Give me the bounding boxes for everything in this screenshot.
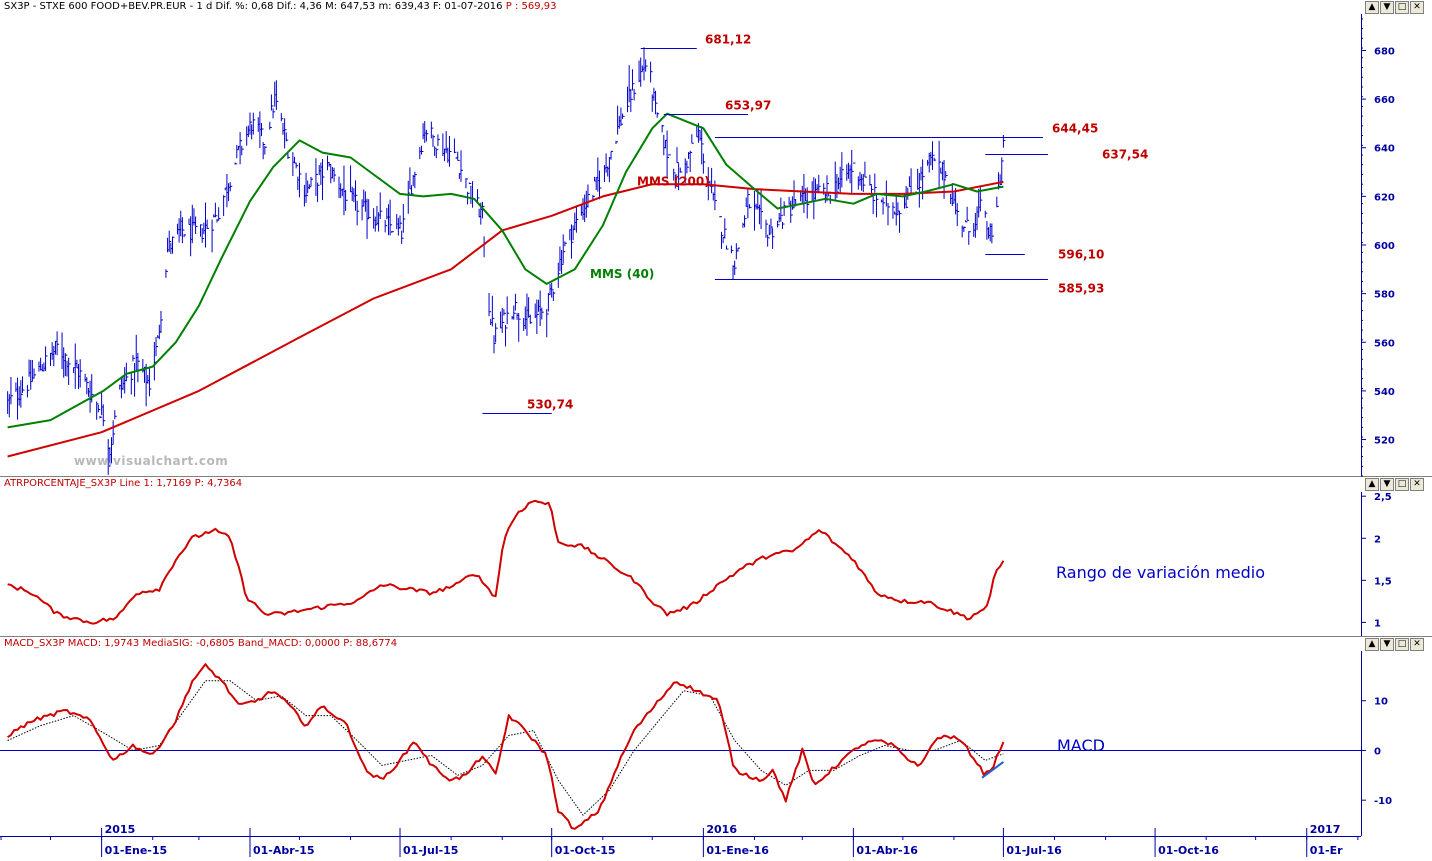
atr-y-tick-label: 1,5 bbox=[1374, 576, 1392, 587]
x-tick-label: 01-Er bbox=[1310, 844, 1343, 857]
macd-y-tick-label: -10 bbox=[1374, 796, 1392, 807]
maximize-button[interactable]: □ bbox=[1395, 1, 1409, 14]
price-y-tick-label: 660 bbox=[1374, 95, 1395, 106]
close-button[interactable]: ✕ bbox=[1410, 1, 1424, 14]
macd-y-tick-label: 0 bbox=[1374, 746, 1381, 757]
mms40-line bbox=[7, 112, 1004, 429]
x-tick-label: 01-Jul-15 bbox=[403, 844, 458, 857]
level-label: 585,93 bbox=[1058, 282, 1104, 296]
x-tick-label: 01-Jul-16 bbox=[1006, 844, 1062, 857]
move-up-button[interactable]: ▲ bbox=[1365, 478, 1379, 491]
x-tick-label: 01-Abr-16 bbox=[856, 844, 918, 857]
level-label: 653,97 bbox=[725, 99, 771, 113]
macd-header: MACD_SX3P MACD: 1,9743 MediaSIG: -0,6805… bbox=[0, 637, 520, 651]
price-header: SX3P - STXE 600 FOOD+BEV.PR.EUR - 1 d Di… bbox=[0, 0, 1432, 14]
atr-pane-controls: ▲ ▼ □ ✕ bbox=[1365, 478, 1424, 491]
mms40-label: MMS (40) bbox=[590, 267, 654, 281]
mms200-line bbox=[7, 180, 1004, 458]
macd-header-text: MACD_SX3P MACD: 1,9743 MediaSIG: -0,6805… bbox=[4, 638, 341, 649]
atr-header-p: P: 4,7364 bbox=[194, 478, 243, 489]
close-button[interactable]: ✕ bbox=[1410, 478, 1424, 491]
price-y-tick-label: 600 bbox=[1374, 241, 1395, 252]
x-year-label: 2017 bbox=[1310, 823, 1341, 836]
price-bars bbox=[7, 47, 1006, 475]
close-button[interactable]: ✕ bbox=[1410, 638, 1424, 651]
macd-pane-controls: ▲ ▼ □ ✕ bbox=[1365, 638, 1424, 651]
maximize-button[interactable]: □ bbox=[1395, 478, 1409, 491]
atr-header: ATRPORCENTAJE_SX3P Line 1: 1,7169 P: 4,7… bbox=[0, 477, 420, 491]
move-down-button[interactable]: ▼ bbox=[1380, 478, 1394, 491]
level-label: 530,74 bbox=[527, 398, 573, 412]
price-y-tick-label: 580 bbox=[1374, 290, 1395, 301]
x-year-label: 2016 bbox=[706, 823, 737, 836]
x-tick-label: 01-Oct-15 bbox=[555, 844, 616, 857]
atr-y-tick-label: 2,5 bbox=[1374, 492, 1392, 503]
watermark: www.visualchart.com bbox=[74, 454, 229, 468]
x-tick-label: 01-Oct-16 bbox=[1158, 844, 1219, 857]
maximize-button[interactable]: □ bbox=[1395, 638, 1409, 651]
macd-line bbox=[7, 663, 1005, 830]
atr-y-tick-label: 2 bbox=[1374, 534, 1381, 545]
mms200-label: MMS (200) bbox=[637, 174, 710, 188]
move-down-button[interactable]: ▼ bbox=[1380, 1, 1394, 14]
price-pane-controls: ▲ ▼ □ ✕ bbox=[1365, 1, 1424, 14]
price-y-tick-label: 620 bbox=[1374, 192, 1395, 203]
move-up-button[interactable]: ▲ bbox=[1365, 638, 1379, 651]
level-label: 596,10 bbox=[1058, 248, 1104, 262]
x-tick-label: 01-Ene-15 bbox=[105, 844, 168, 857]
move-up-button[interactable]: ▲ bbox=[1365, 1, 1379, 14]
atr-header-text: ATRPORCENTAJE_SX3P Line 1: 1,7169 bbox=[4, 478, 192, 489]
x-tick-label: 01-Ene-16 bbox=[706, 844, 769, 857]
macd-y-tick-label: 10 bbox=[1374, 697, 1388, 708]
price-y-tick-label: 540 bbox=[1374, 387, 1395, 398]
level-label: 637,54 bbox=[1102, 148, 1148, 162]
atr-line bbox=[7, 499, 1005, 625]
price-y-tick-label: 680 bbox=[1374, 46, 1395, 57]
atr-y-tick-label: 1 bbox=[1374, 618, 1381, 629]
price-header-p: P : 569,93 bbox=[505, 1, 557, 12]
level-label: 644,45 bbox=[1052, 122, 1098, 136]
x-year-label: 2015 bbox=[105, 823, 136, 836]
macd-trendline bbox=[981, 761, 1005, 779]
move-down-button[interactable]: ▼ bbox=[1380, 638, 1394, 651]
x-tick-label: 01-Abr-15 bbox=[253, 844, 315, 857]
atr-annotation: Rango de variación medio bbox=[1056, 563, 1266, 582]
level-label: 681,12 bbox=[705, 33, 751, 47]
price-y-tick-label: 640 bbox=[1374, 144, 1395, 155]
price-y-tick-label: 520 bbox=[1374, 436, 1395, 447]
price-header-text: SX3P - STXE 600 FOOD+BEV.PR.EUR - 1 d Di… bbox=[4, 1, 503, 12]
macd-header-p: P: 88,6774 bbox=[343, 638, 398, 649]
macd-signal-line bbox=[7, 680, 1004, 816]
macd-annotation: MACD bbox=[1057, 736, 1105, 755]
price-y-tick-label: 560 bbox=[1374, 338, 1395, 349]
